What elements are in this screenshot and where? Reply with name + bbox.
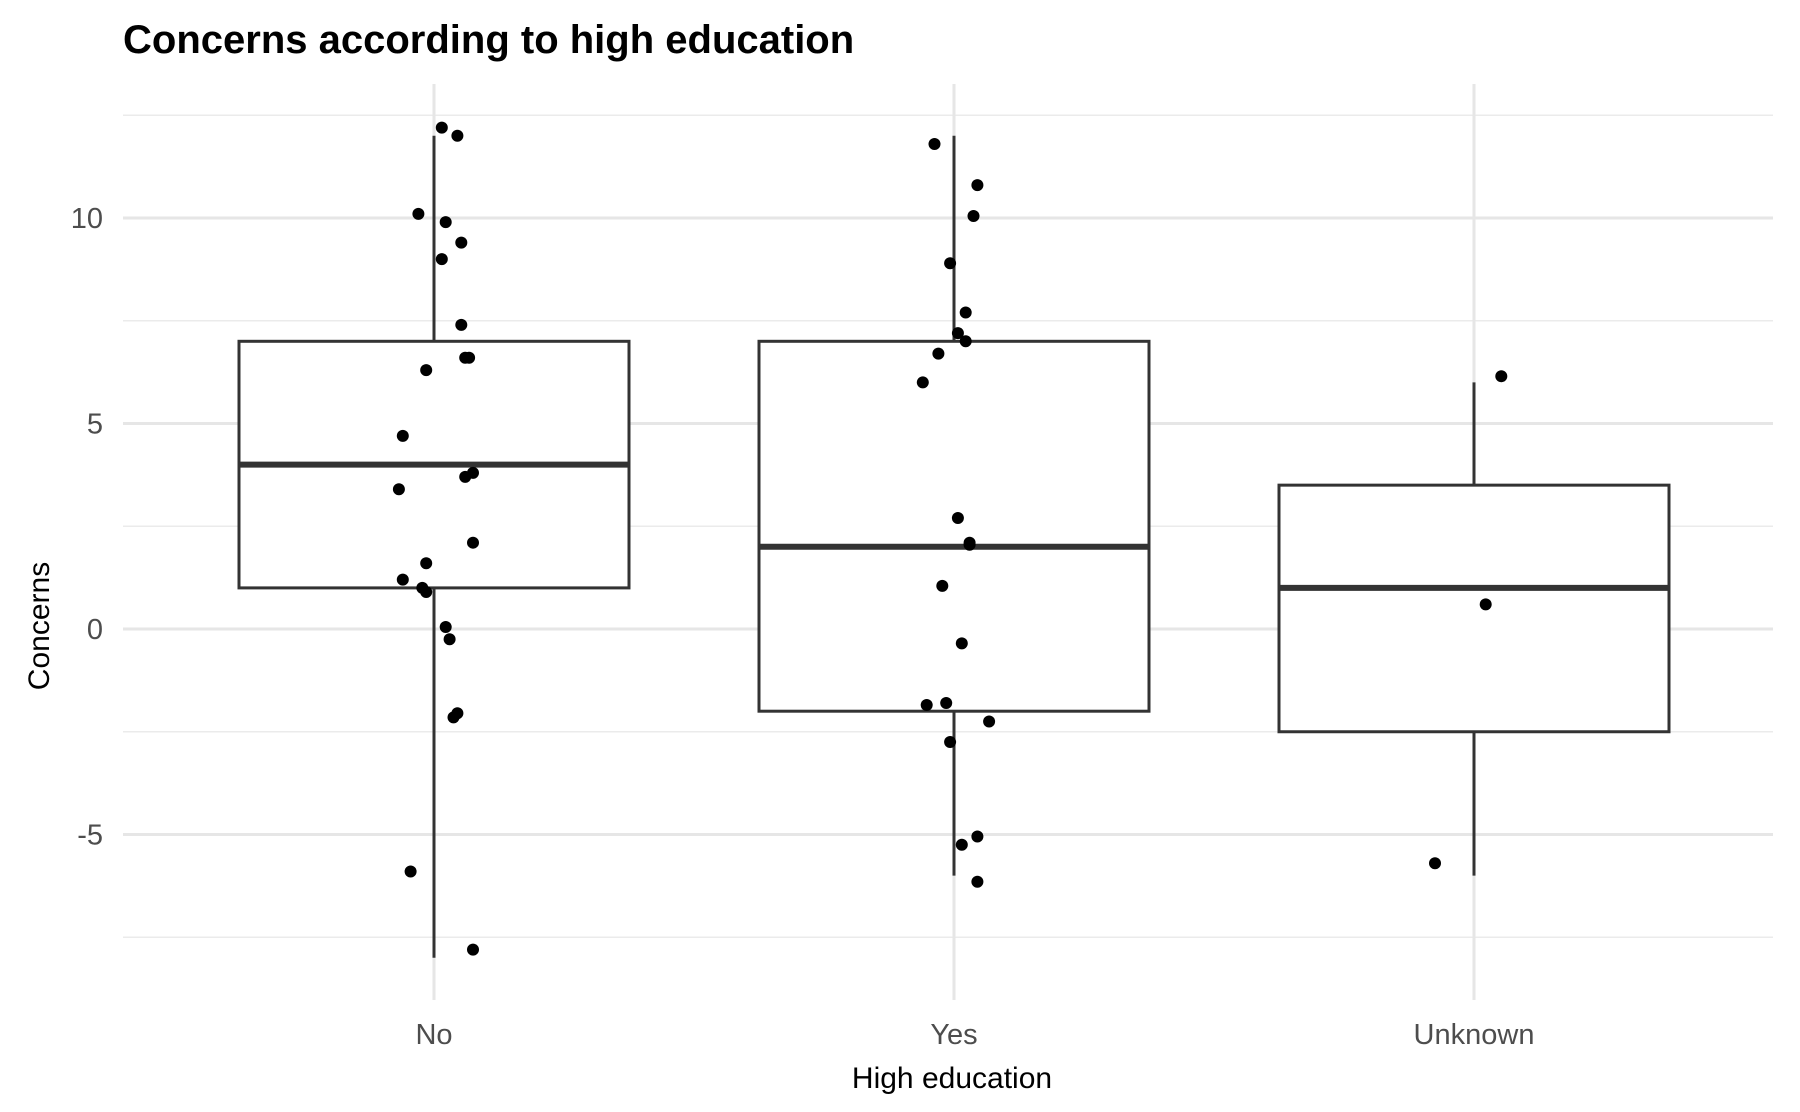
data-point: [439, 620, 452, 633]
box-yes: [757, 135, 1151, 876]
data-point: [944, 257, 957, 270]
data-point: [963, 538, 976, 551]
data-point: [420, 586, 433, 599]
data-point: [396, 573, 409, 586]
y-axis-title: Concerns: [23, 562, 56, 690]
data-point: [967, 209, 980, 222]
data-point: [463, 351, 476, 364]
x-axis-title: High education: [852, 1062, 1052, 1095]
y-tick-label: 10: [71, 203, 103, 235]
data-point: [959, 306, 972, 319]
data-point: [455, 318, 468, 331]
data-point: [940, 696, 953, 709]
data-point: [959, 335, 972, 348]
box-no: [237, 135, 631, 958]
data-point: [451, 129, 464, 142]
data-point: [983, 715, 996, 728]
data-point: [420, 364, 433, 377]
data-point: [951, 512, 964, 525]
data-point: [920, 699, 933, 712]
data-point: [951, 327, 964, 340]
chart-title: Concerns according to high education: [123, 18, 854, 62]
data-point: [955, 838, 968, 851]
data-point: [936, 579, 949, 592]
data-point: [916, 376, 929, 389]
y-tick-label: 5: [87, 409, 103, 441]
jitter-points: [392, 121, 1508, 956]
x-tick-label: No: [415, 1019, 452, 1051]
data-point: [459, 470, 472, 483]
data-point: [955, 637, 968, 650]
data-point: [467, 536, 479, 549]
data-point: [467, 943, 479, 956]
data-point: [412, 207, 425, 220]
data-point: [971, 830, 984, 843]
data-point: [944, 736, 957, 749]
y-tick-label: 0: [87, 614, 103, 646]
data-point: [447, 711, 460, 724]
data-point: [1479, 598, 1492, 611]
data-point: [455, 236, 468, 249]
data-point: [928, 138, 941, 151]
y-tick-labels: -5 0 5 10: [71, 203, 103, 852]
boxes: [237, 135, 1671, 958]
data-point: [443, 633, 456, 646]
y-tick-label: -5: [77, 820, 103, 852]
data-point: [971, 179, 984, 192]
box-rect: [757, 339, 1151, 713]
data-point: [932, 347, 945, 360]
data-point: [404, 865, 417, 878]
data-point: [1429, 857, 1441, 870]
box-unknown: [1277, 382, 1671, 876]
box-rect: [1277, 483, 1671, 734]
data-point: [1495, 370, 1508, 383]
x-tick-label: Yes: [930, 1019, 977, 1051]
data-point: [439, 216, 452, 229]
data-point: [396, 429, 409, 442]
x-tick-label: Unknown: [1414, 1019, 1535, 1051]
data-point: [435, 121, 448, 134]
data-point: [420, 557, 433, 570]
data-point: [971, 875, 984, 888]
data-point: [392, 483, 405, 496]
data-point: [435, 253, 448, 266]
x-tick-labels: No Yes Unknown: [415, 1019, 1534, 1051]
